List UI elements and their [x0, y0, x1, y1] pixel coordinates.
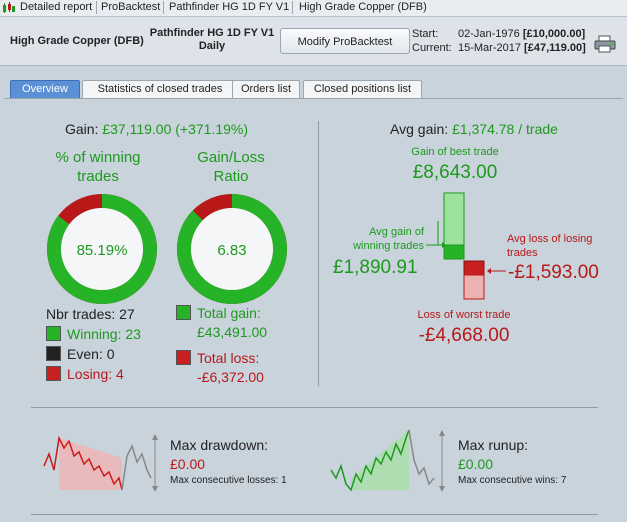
gain-value: £37,119.00 (+371.19%)	[102, 121, 249, 137]
gain-loss-ratio-donut: 6.83	[177, 194, 287, 304]
strategy-name: Pathfinder HG 1D FY V1	[149, 27, 275, 39]
tab-orders-list[interactable]: Orders list	[232, 80, 300, 98]
start-date: 02-Jan-1976	[458, 28, 520, 40]
strategy-timeframe: Daily	[198, 40, 226, 52]
winning-title-line1: % of winning	[55, 149, 141, 166]
backtest-dates: Start: 02-Jan-1976 [£10,000.00] Current: 1…	[412, 27, 586, 55]
trade-counts: Nbr trades: 27 Winning: 23 Even: 0 Losin…	[46, 304, 141, 384]
avg-win-value: £1,890.91	[333, 257, 418, 278]
titlebar-item-report[interactable]: Detailed report	[20, 1, 93, 13]
current-date: 15-Mar-2017	[458, 42, 521, 54]
avg-loss-value: -£1,593.00	[508, 262, 599, 283]
winning-title-line2: trades	[77, 168, 119, 185]
avg-loss-label: Avg loss of losing trades	[507, 232, 592, 260]
nbr-trades-label: Nbr trades:	[46, 306, 120, 322]
even-swatch	[46, 346, 61, 361]
even-label: Even:	[67, 346, 107, 362]
strategy-info: Pathfinder HG 1D FY V1 Daily	[146, 27, 278, 53]
tab-overview[interactable]: Overview	[10, 80, 80, 98]
best-trade-value: £8,643.00	[412, 162, 498, 183]
even-count: 0	[106, 346, 115, 362]
runup-label: Max runup:	[458, 437, 529, 453]
vertical-divider	[318, 121, 319, 386]
avg-win-bar	[443, 244, 465, 260]
losing-count: 4	[116, 366, 124, 382]
ratio-title: Gain/Loss Ratio	[171, 148, 291, 186]
best-trade-label: Gain of best trade	[411, 146, 499, 158]
totals: Total gain: £43,491.00 Total loss: -£6,3…	[176, 304, 267, 387]
total-loss-label: Total loss:	[197, 350, 260, 366]
best-trade-bar	[443, 192, 465, 246]
report-header: High Grade Copper (DFB) Pathfinder HG 1D…	[0, 17, 627, 66]
ratio-arc	[177, 194, 287, 304]
worst-trade-value: -£4,668.00	[418, 325, 510, 346]
current-capital: [£47,119.00]	[524, 42, 586, 54]
winning-pct-text: 85.19%	[77, 242, 128, 259]
runup-sparkline	[330, 429, 445, 492]
tab-statistics-closed-trades[interactable]: Statistics of closed trades	[82, 80, 238, 98]
total-gain-value: £43,491.00	[197, 324, 268, 340]
winning-swatch	[46, 326, 61, 341]
start-label: Start:	[412, 28, 439, 40]
current-label: Current:	[412, 42, 452, 54]
winning-label: Winning:	[67, 326, 126, 342]
total-loss-value: -£6,372.00	[197, 369, 264, 385]
gain-summary: Gain: £37,119.00 (+371.19%)	[4, 121, 309, 137]
horizontal-divider	[31, 407, 598, 408]
avg-gain-value: £1,374.78 / trade	[452, 121, 558, 137]
winning-count: 23	[125, 326, 141, 342]
winning-arc	[47, 194, 157, 304]
runup-value: £0.00	[458, 456, 494, 472]
losing-label: Losing:	[67, 366, 117, 382]
bottom-divider	[31, 514, 598, 515]
drawdown-value: £0.00	[170, 456, 206, 472]
winning-trades-title: % of winning trades	[38, 148, 158, 186]
drawdown-sparkline	[43, 434, 158, 492]
nbr-trades-value: 27	[119, 306, 135, 322]
avg-loss-bar	[463, 260, 485, 276]
titlebar-item-instrument[interactable]: High Grade Copper (DFB)	[299, 1, 427, 13]
worst-trade-bar	[463, 274, 485, 300]
drawdown-consecutive: Max consecutive losses: 1	[170, 475, 287, 486]
window-titlebar: Detailed report ProBacktest Pathfinder H…	[0, 0, 627, 17]
candlestick-chart-icon	[3, 2, 15, 13]
overview-panel: Gain: £37,119.00 (+371.19%) % of winning…	[4, 98, 623, 522]
avg-gain-summary: Avg gain: £1,374.78 / trade	[329, 121, 619, 137]
avg-win-label-line2: winning trades	[353, 240, 424, 252]
avg-loss-arrow-icon	[487, 268, 506, 274]
tab-closed-positions-list[interactable]: Closed positions list	[303, 80, 422, 98]
avg-loss-label-line1: Avg loss of losing	[507, 233, 593, 245]
start-capital: [£10,000.00]	[522, 28, 586, 40]
avg-gain-label: Avg gain:	[390, 121, 453, 137]
runup-consecutive: Max consecutive wins: 7	[458, 475, 567, 486]
trade-range-chart	[443, 192, 485, 300]
modify-probacktest-button[interactable]: Modify ProBacktest	[280, 28, 410, 54]
total-gain-label: Total gain:	[197, 305, 261, 321]
printer-icon[interactable]	[594, 35, 616, 53]
avg-win-label: Avg gain of winning trades	[344, 225, 424, 253]
gain-label: Gain:	[64, 121, 103, 137]
avg-win-label-line1: Avg gain of	[369, 226, 424, 238]
ratio-text: 6.83	[217, 242, 246, 259]
avg-win-arrow-icon	[426, 221, 446, 248]
ratio-title-line1: Gain/Loss	[197, 149, 265, 166]
losing-swatch	[46, 366, 61, 381]
instrument-name: High Grade Copper (DFB)	[10, 35, 144, 47]
total-loss-swatch	[176, 350, 191, 365]
titlebar-item-strategy[interactable]: Pathfinder HG 1D FY V1	[169, 1, 290, 13]
total-gain-swatch	[176, 305, 191, 320]
titlebar-item-probacktest[interactable]: ProBacktest	[101, 1, 161, 13]
ratio-title-line2: Ratio	[213, 168, 249, 185]
winning-trades-donut: 85.19%	[47, 194, 157, 304]
avg-loss-label-line2: trades	[507, 247, 538, 259]
worst-trade-label: Loss of worst trade	[417, 309, 511, 321]
drawdown-label: Max drawdown:	[170, 437, 269, 453]
